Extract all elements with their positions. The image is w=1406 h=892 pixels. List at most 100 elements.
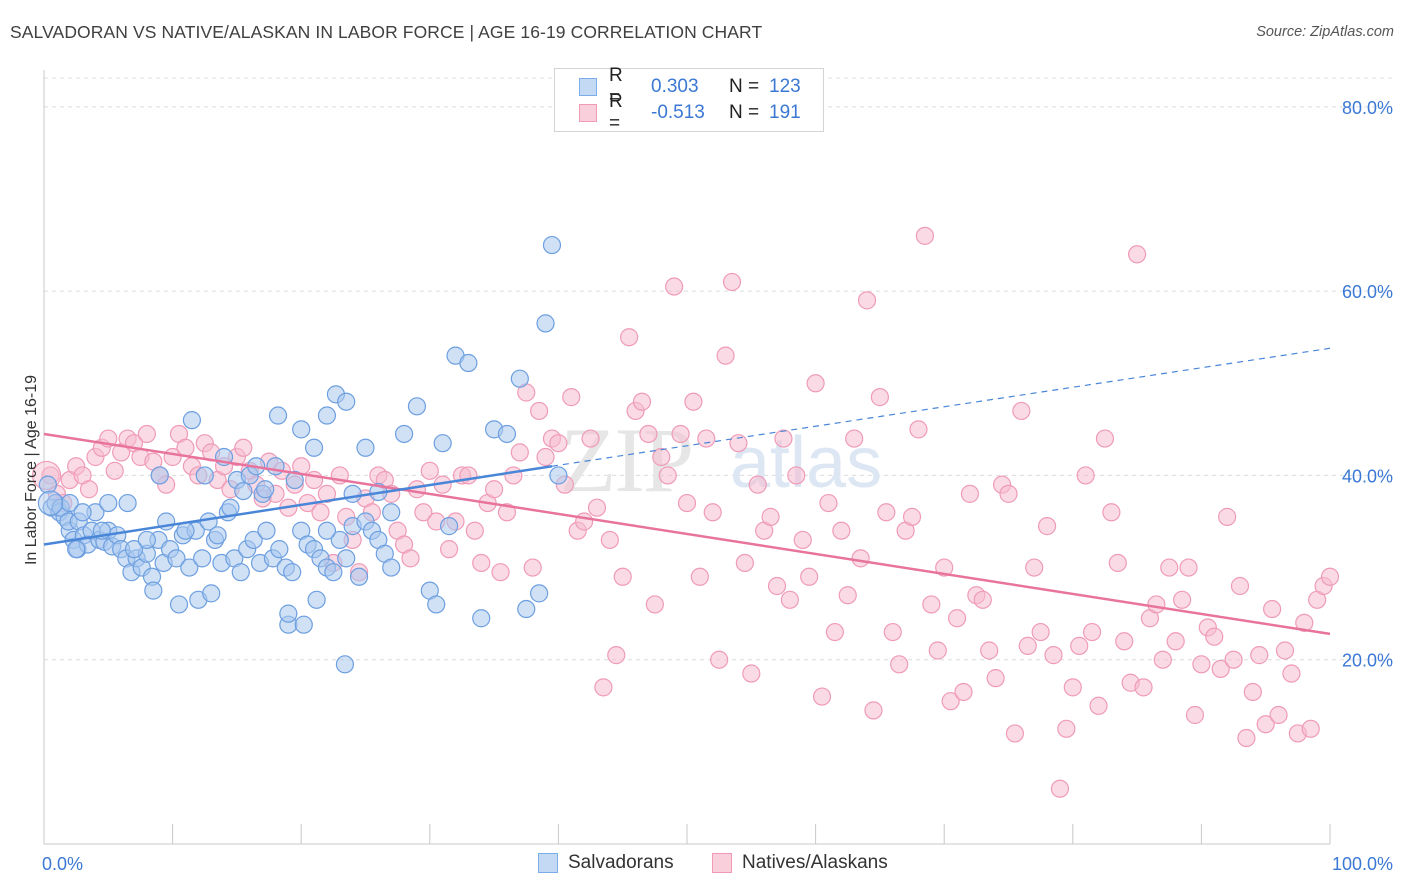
data-point-natives — [1230, 576, 1250, 596]
data-point-natives — [459, 466, 478, 485]
data-point-natives — [1102, 503, 1121, 522]
legend-label-salvadorans: Salvadorans — [568, 852, 674, 873]
data-point-natives — [137, 424, 156, 444]
data-point-salvadorans — [343, 484, 362, 503]
data-point-salvadorans — [150, 466, 169, 485]
data-point-natives — [947, 609, 967, 628]
data-point-natives — [562, 388, 581, 407]
data-point-natives — [523, 558, 542, 577]
data-point-natives — [1205, 627, 1224, 646]
data-point-natives — [793, 530, 812, 550]
data-point-salvadorans — [167, 549, 186, 568]
data-point-natives — [1173, 590, 1192, 609]
data-point-natives — [703, 503, 722, 522]
legend-item-salvadorans[interactable]: Salvadorans — [538, 852, 674, 874]
data-point-natives — [915, 226, 935, 245]
data-point-natives — [594, 678, 613, 697]
data-point-natives — [761, 507, 780, 526]
data-point-salvadorans — [38, 475, 57, 494]
data-point-natives — [1012, 401, 1031, 421]
legend-n-value-natives: 191 — [769, 102, 801, 123]
data-point-natives — [639, 424, 658, 444]
data-point-natives — [317, 484, 337, 503]
data-point-natives — [999, 484, 1018, 503]
trend-line-natives — [43, 432, 1331, 636]
data-point-natives — [1160, 558, 1179, 577]
data-point-salvadorans — [279, 604, 298, 623]
data-point-natives — [1237, 728, 1256, 748]
data-point-natives — [1147, 595, 1166, 614]
data-point-salvadorans — [256, 480, 275, 499]
data-point-natives — [1243, 682, 1262, 702]
data-point-natives — [767, 576, 787, 596]
data-point-natives — [575, 512, 594, 531]
data-point-natives — [1179, 558, 1198, 577]
data-point-salvadorans — [195, 466, 214, 485]
data-point-natives — [960, 484, 980, 503]
data-point-salvadorans — [356, 438, 375, 457]
data-point-salvadorans — [317, 406, 337, 425]
data-point-natives — [697, 429, 716, 448]
data-point-natives — [581, 429, 600, 448]
data-point-natives — [864, 701, 883, 720]
data-point-natives — [812, 687, 832, 706]
data-point-salvadorans — [99, 493, 118, 513]
data-point-salvadorans — [307, 590, 326, 609]
data-point-natives — [504, 466, 523, 485]
data-point-natives — [1295, 613, 1314, 632]
data-point-natives — [1301, 719, 1320, 738]
data-point-natives — [1076, 466, 1095, 485]
data-point-natives — [877, 503, 896, 522]
x-tick-label-min: 0.0% — [42, 854, 83, 874]
data-point-natives — [729, 434, 748, 453]
data-point-natives — [735, 553, 754, 573]
data-point-natives — [684, 392, 703, 411]
data-point-natives — [890, 655, 909, 674]
data-point-salvadorans — [304, 438, 324, 457]
data-point-salvadorans — [182, 411, 201, 430]
data-point-natives — [1025, 558, 1044, 577]
data-point-natives — [716, 346, 735, 365]
data-point-salvadorans — [459, 353, 478, 373]
legend-label-natives: Natives/Alaskans — [742, 852, 888, 873]
tick-labels: 20.0% 40.0% 60.0% 80.0% 0.0% 100.0% — [42, 98, 1393, 874]
data-point-salvadorans — [169, 595, 189, 614]
legend-swatch-natives — [579, 104, 597, 122]
data-point-natives — [1153, 650, 1172, 669]
data-point-natives — [1192, 655, 1211, 674]
data-point-natives — [465, 521, 484, 540]
data-point-natives — [671, 424, 690, 444]
legend-item-natives[interactable]: Natives/Alaskans — [712, 852, 888, 874]
data-point-natives — [838, 586, 857, 605]
data-point-natives — [986, 669, 1005, 688]
data-point-salvadorans — [234, 481, 253, 501]
data-point-salvadorans — [324, 563, 343, 582]
data-point-natives — [645, 595, 664, 614]
data-point-natives — [79, 480, 99, 499]
data-point-natives — [1005, 724, 1025, 743]
data-point-natives — [1166, 632, 1185, 651]
data-point-natives — [1044, 646, 1063, 665]
data-point-natives — [632, 392, 652, 411]
data-point-natives — [1269, 705, 1288, 725]
data-point-natives — [710, 650, 729, 669]
axes — [43, 70, 1331, 845]
data-point-natives — [176, 438, 195, 457]
legend-swatch-salvadorans — [579, 78, 597, 96]
data-point-natives — [1057, 719, 1076, 738]
data-point-salvadorans — [472, 609, 491, 628]
data-point-salvadorans — [193, 549, 212, 568]
y-tick-label: 80.0% — [1342, 98, 1393, 118]
data-point-natives — [980, 641, 999, 660]
data-point-natives — [935, 558, 954, 577]
data-point-salvadorans — [270, 540, 289, 559]
data-point-natives — [1275, 641, 1295, 660]
legend-row-natives: R = -0.513 N = 191 — [579, 91, 801, 134]
data-point-salvadorans — [330, 530, 349, 550]
data-point-salvadorans — [317, 521, 337, 540]
data-point-natives — [485, 480, 504, 499]
data-point-natives — [1320, 567, 1340, 586]
data-point-natives — [549, 434, 568, 453]
data-point-natives — [1089, 696, 1108, 715]
data-point-natives — [819, 493, 838, 513]
